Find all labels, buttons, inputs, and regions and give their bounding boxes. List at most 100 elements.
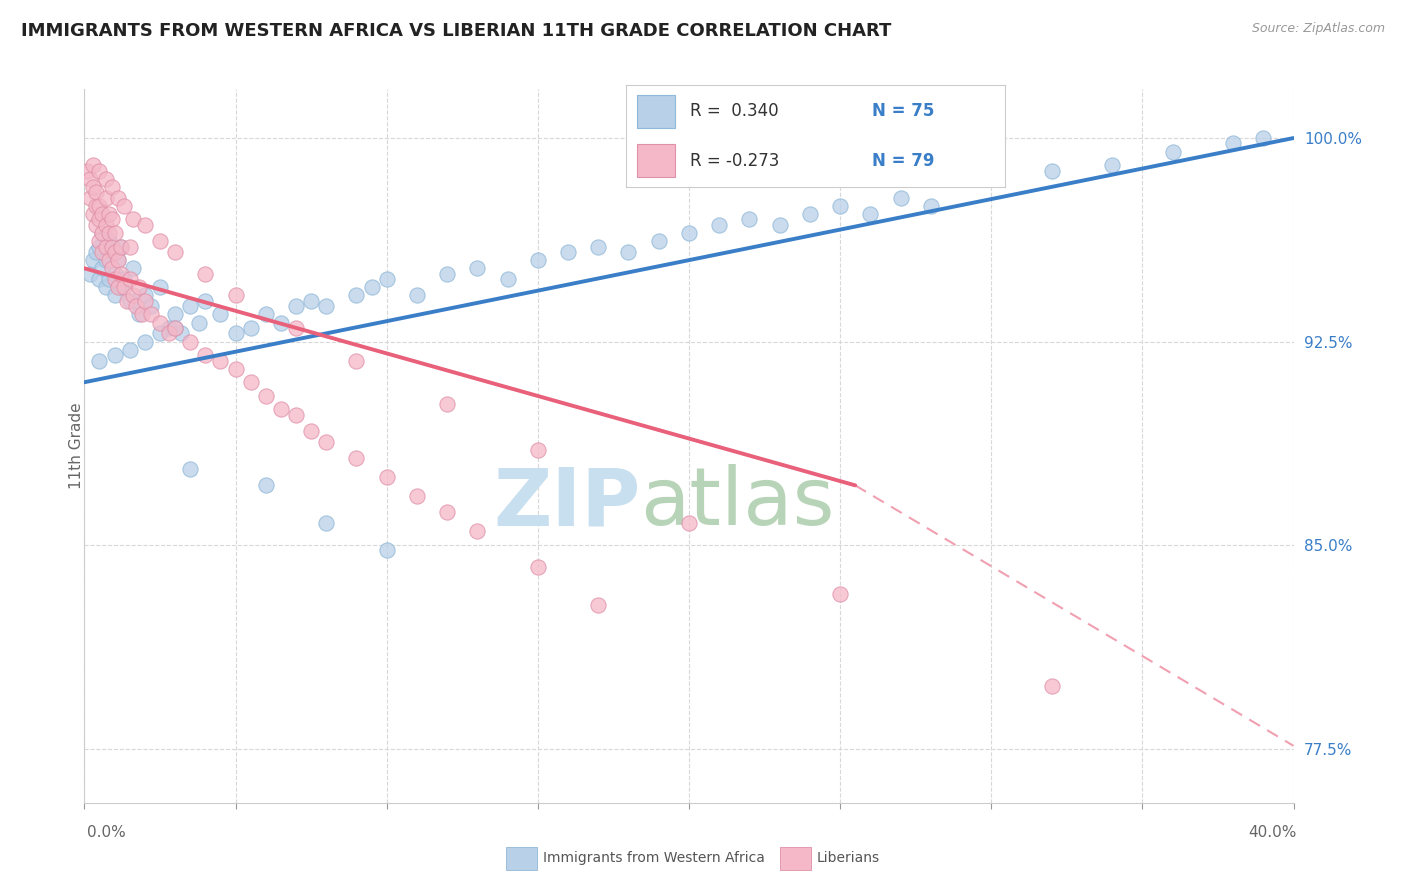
Point [97, 272, 120, 286]
Point [270, 316, 292, 330]
Point [149, 234, 172, 248]
Point [121, 212, 143, 227]
Point [285, 408, 308, 422]
Point [738, 212, 761, 227]
Point [315, 516, 337, 531]
Point [346, 288, 368, 302]
Point [91, 245, 114, 260]
Point [89, 353, 111, 368]
Point [134, 288, 156, 302]
Text: N = 75: N = 75 [872, 103, 935, 120]
Point [209, 353, 232, 368]
Point [299, 424, 322, 438]
Point [165, 307, 187, 321]
Point [859, 207, 882, 221]
Point [139, 307, 162, 321]
Point [104, 288, 127, 302]
Point [188, 316, 211, 330]
Point [89, 234, 111, 248]
Text: 0.0%: 0.0% [87, 825, 127, 840]
Point [89, 212, 111, 227]
Point [82, 158, 104, 172]
Point [980, 171, 1002, 186]
Text: R = -0.273: R = -0.273 [690, 152, 779, 169]
Point [179, 462, 201, 476]
Point [100, 261, 122, 276]
Point [436, 267, 458, 281]
Point [107, 253, 129, 268]
Point [134, 293, 156, 308]
Point [94, 171, 117, 186]
Point [115, 293, 138, 308]
Text: R =  0.340: R = 0.340 [690, 103, 779, 120]
Point [97, 234, 120, 248]
Point [107, 191, 129, 205]
Point [769, 218, 792, 232]
Point [121, 261, 143, 276]
Point [86, 199, 108, 213]
Point [1253, 131, 1275, 145]
Point [315, 299, 337, 313]
Point [97, 226, 120, 240]
Point [225, 361, 247, 376]
Point [86, 186, 108, 200]
Point [254, 389, 277, 403]
Point [436, 506, 458, 520]
Point [375, 272, 398, 286]
Point [179, 334, 201, 349]
Point [315, 434, 337, 449]
Point [527, 559, 550, 574]
Point [94, 191, 117, 205]
Text: 40.0%: 40.0% [1249, 825, 1296, 840]
Point [94, 253, 117, 268]
Text: Source: ZipAtlas.com: Source: ZipAtlas.com [1251, 22, 1385, 36]
Point [97, 253, 120, 268]
Point [94, 218, 117, 232]
Point [139, 299, 162, 313]
Point [110, 280, 132, 294]
Point [920, 199, 942, 213]
Bar [637, 145, 675, 177]
Point [346, 451, 368, 466]
Point [890, 191, 912, 205]
Point [100, 245, 122, 260]
Point [830, 199, 852, 213]
Point [149, 326, 172, 341]
Y-axis label: 11th Grade: 11th Grade [69, 402, 83, 490]
Point [239, 376, 262, 390]
Point [209, 307, 232, 321]
Point [225, 326, 247, 341]
Point [104, 272, 127, 286]
Point [131, 307, 153, 321]
Point [165, 245, 187, 260]
Point [118, 272, 141, 286]
Point [86, 245, 108, 260]
Point [86, 218, 108, 232]
Point [110, 267, 132, 281]
Point [179, 299, 201, 313]
Point [107, 280, 129, 294]
Point [194, 348, 217, 362]
Point [112, 280, 135, 294]
Point [89, 199, 111, 213]
Text: atlas: atlas [641, 464, 835, 542]
Point [79, 191, 101, 205]
Point [225, 288, 247, 302]
Point [830, 587, 852, 601]
Point [239, 321, 262, 335]
Point [165, 321, 187, 335]
Point [1161, 145, 1184, 159]
Point [76, 163, 98, 178]
Point [104, 245, 127, 260]
Point [112, 272, 135, 286]
Point [467, 524, 489, 539]
Point [496, 272, 519, 286]
Point [436, 397, 458, 411]
Point [100, 212, 122, 227]
Point [157, 326, 180, 341]
Point [375, 470, 398, 484]
Point [104, 267, 127, 281]
Point [527, 253, 550, 268]
Point [91, 207, 114, 221]
Point [1040, 679, 1063, 693]
